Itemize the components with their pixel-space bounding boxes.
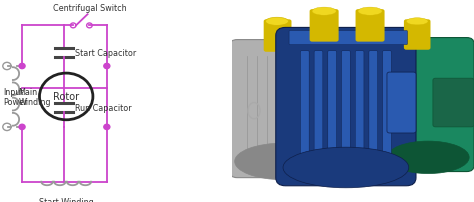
Text: Input
Power: Input Power bbox=[3, 87, 28, 107]
FancyBboxPatch shape bbox=[342, 52, 350, 167]
FancyBboxPatch shape bbox=[387, 73, 416, 133]
FancyBboxPatch shape bbox=[355, 52, 364, 167]
Circle shape bbox=[19, 64, 25, 69]
FancyBboxPatch shape bbox=[264, 20, 292, 53]
FancyBboxPatch shape bbox=[289, 31, 408, 45]
Ellipse shape bbox=[358, 8, 382, 16]
FancyBboxPatch shape bbox=[383, 52, 392, 167]
Circle shape bbox=[19, 125, 25, 130]
FancyBboxPatch shape bbox=[382, 38, 474, 172]
FancyBboxPatch shape bbox=[356, 10, 384, 42]
Text: Run Capacitor: Run Capacitor bbox=[75, 104, 132, 113]
FancyBboxPatch shape bbox=[230, 40, 336, 178]
FancyBboxPatch shape bbox=[328, 52, 337, 167]
Text: Main
Winding: Main Winding bbox=[18, 87, 51, 107]
Ellipse shape bbox=[265, 18, 289, 26]
Circle shape bbox=[104, 64, 110, 69]
Text: Rotor: Rotor bbox=[53, 92, 79, 102]
FancyBboxPatch shape bbox=[276, 28, 416, 186]
Circle shape bbox=[104, 125, 110, 130]
Ellipse shape bbox=[312, 8, 336, 16]
FancyBboxPatch shape bbox=[301, 52, 309, 167]
Text: Start Winding: Start Winding bbox=[39, 197, 93, 202]
FancyBboxPatch shape bbox=[369, 52, 378, 167]
Text: Start Capacitor: Start Capacitor bbox=[75, 49, 136, 58]
Ellipse shape bbox=[235, 143, 331, 180]
Text: Centrifugal Switch: Centrifugal Switch bbox=[53, 4, 127, 13]
FancyBboxPatch shape bbox=[314, 52, 323, 167]
FancyBboxPatch shape bbox=[433, 79, 474, 127]
Ellipse shape bbox=[406, 19, 428, 26]
FancyBboxPatch shape bbox=[310, 10, 338, 42]
FancyBboxPatch shape bbox=[404, 20, 430, 50]
Ellipse shape bbox=[387, 141, 469, 174]
Ellipse shape bbox=[283, 147, 409, 188]
